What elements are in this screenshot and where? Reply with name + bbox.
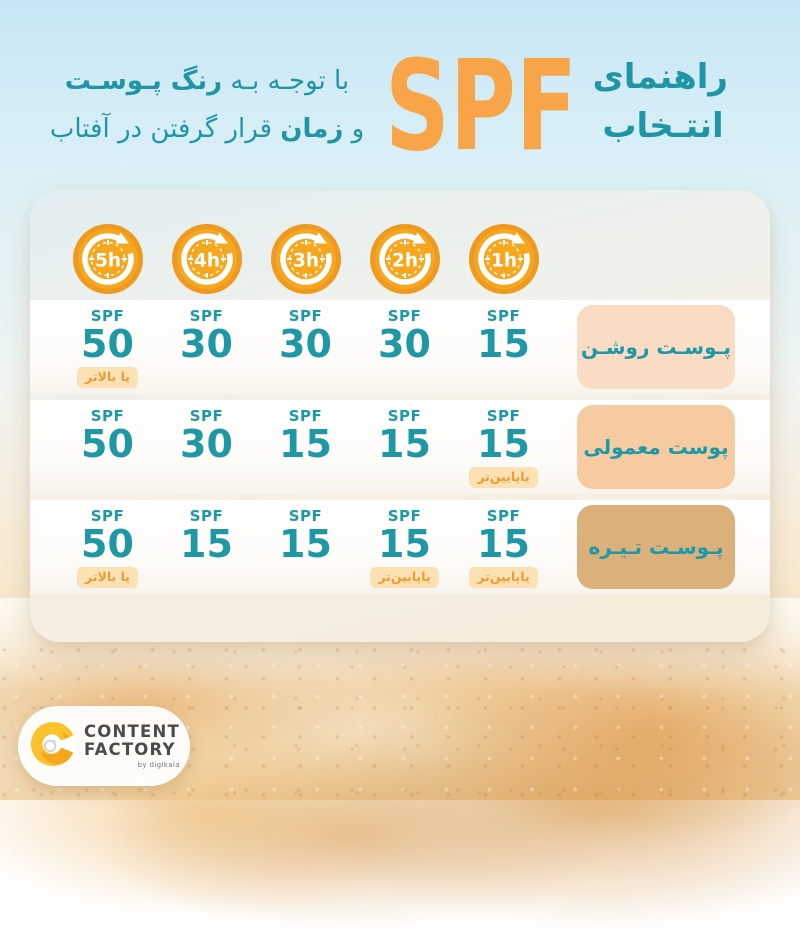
skin-type-label-light: پـوسـت روشـن [577, 305, 735, 389]
spf-value: 15 [378, 422, 431, 467]
spf-cell: SPF 30 [256, 306, 355, 389]
table-row-light-skin: SPF 50 یا بالاتر SPF 30 SPF 30 SPF 30 SP… [30, 300, 770, 394]
spf-caption: SPF [387, 306, 422, 325]
skin-label-wrap: پـوسـت تـیـره [553, 500, 770, 594]
clock-icon-4h: 4h [171, 223, 243, 295]
spf-cell: SPF 30 [355, 306, 454, 389]
subtitle-regular-text: با توجـه بـه [230, 66, 350, 96]
clock-icon-5h: 5h [72, 223, 144, 295]
subtitle-line-1: با توجـه بـه رنگ پـوسـت [48, 57, 366, 105]
svg-text:5h: 5h [94, 251, 120, 272]
spf-cell: SPF 50 یا بالاتر [58, 506, 157, 589]
spf-caption: SPF [486, 406, 521, 425]
table-row-dark-skin: SPF 50 یا بالاتر SPF 15 SPF 15 SPF 15 یا… [30, 500, 770, 594]
spf-caption: SPF [486, 506, 521, 525]
content-factory-c-icon [30, 721, 78, 771]
spf-cell: SPF 15 [157, 506, 256, 589]
clock-icon-1h: 1h [468, 223, 540, 295]
spf-caption: SPF [90, 406, 125, 425]
title-line-1: راهنمای [592, 57, 728, 97]
svg-text:4h: 4h [193, 251, 219, 272]
spf-value: 15 [180, 522, 233, 567]
content-factory-logo: CONTENT FACTORY by digikala [18, 706, 190, 786]
spf-cell: SPF 30 [157, 306, 256, 389]
subtitle-line-2: و زمان قرار گرفتن در آفتاب [48, 105, 366, 153]
clock-icon-3h: 3h [270, 223, 342, 295]
spf-value: 50 [81, 522, 134, 567]
skin-label-wrap: پوست معمولی [553, 400, 770, 494]
spf-value: 50 [81, 322, 134, 367]
subtitle-bold-time: زمان [280, 114, 344, 145]
spf-value: 30 [180, 322, 233, 367]
logo-byline: by digikala [137, 760, 180, 769]
logo-line-2: FACTORY [84, 740, 176, 760]
spf-caption: SPF [90, 306, 125, 325]
spf-cell: SPF 15 [256, 406, 355, 489]
title-line-2: انتـخاب [602, 106, 724, 147]
spf-value: 15 [279, 422, 332, 467]
svg-text:3h: 3h [292, 251, 318, 272]
spf-cell: SPF 30 [157, 406, 256, 489]
spf-value: 30 [378, 322, 431, 367]
spf-cell: SPF 15 یاپایین‌تر [355, 506, 454, 589]
subtitle-rest-text: قرار گرفتن در آفتاب [49, 114, 273, 145]
spf-caption: SPF [189, 406, 224, 425]
spf-note-badge: یا بالاتر [77, 567, 138, 589]
spf-headline: SPF [385, 34, 578, 179]
spf-caption: SPF [387, 506, 422, 525]
skin-type-label-dark: پـوسـت تـیـره [577, 505, 735, 589]
page-title: راهنمای انتـخاب [592, 53, 728, 152]
spf-caption: SPF [189, 306, 224, 325]
spf-caption: SPF [90, 506, 125, 525]
spf-cell: SPF 15 [256, 506, 355, 589]
spf-table-panel: 5h 4h 3h [30, 190, 770, 642]
sun-hours-header-row: 5h 4h 3h [30, 190, 770, 314]
logo-wordmark: CONTENT FACTORY by digikala [84, 721, 180, 770]
spf-caption: SPF [288, 506, 323, 525]
spf-value: 15 [477, 322, 530, 367]
spf-value: 15 [477, 522, 530, 567]
table-row-normal-skin: SPF 50 SPF 30 SPF 15 SPF 15 SPF 15 [30, 400, 770, 494]
spf-value: 15 [477, 422, 530, 467]
svg-text:2h: 2h [391, 251, 417, 272]
spf-cell: SPF 15 [355, 406, 454, 489]
spf-caption: SPF [387, 406, 422, 425]
spf-value: 15 [279, 522, 332, 567]
svg-text:1h: 1h [490, 251, 516, 272]
spf-note-badge: یا بالاتر [77, 367, 138, 389]
spf-caption: SPF [288, 406, 323, 425]
spf-note-badge: یاپایین‌تر [469, 467, 538, 489]
spf-caption: SPF [189, 506, 224, 525]
spf-caption: SPF [288, 306, 323, 325]
spf-value: 15 [378, 522, 431, 567]
spf-value: 30 [180, 422, 233, 467]
spf-cell: SPF 50 یا بالاتر [58, 306, 157, 389]
skin-type-label-normal: پوست معمولی [577, 405, 735, 489]
spf-note-badge: یاپایین‌تر [469, 567, 538, 589]
spf-value: 50 [81, 422, 134, 467]
subtitle-conjunction: و [351, 114, 365, 145]
subtitle-bold-skin-color: رنگ پـوسـت [64, 66, 223, 96]
logo-line-1: CONTENT [84, 721, 180, 741]
spf-cell: SPF 15 [454, 306, 553, 389]
spf-note-badge: یاپایین‌تر [370, 567, 439, 589]
spf-cell: SPF 15 یاپایین‌تر [454, 406, 553, 489]
spf-caption: SPF [486, 306, 521, 325]
page-subtitle: با توجـه بـه رنگ پـوسـت و زمان قرار گرفت… [48, 57, 366, 153]
skin-label-wrap: پـوسـت روشـن [553, 300, 770, 394]
spf-value: 30 [279, 322, 332, 367]
clock-icon-2h: 2h [369, 223, 441, 295]
spf-cell: SPF 50 [58, 406, 157, 489]
spf-cell: SPF 15 یاپایین‌تر [454, 506, 553, 589]
table-rows: SPF 50 یا بالاتر SPF 30 SPF 30 SPF 30 SP… [30, 300, 770, 600]
